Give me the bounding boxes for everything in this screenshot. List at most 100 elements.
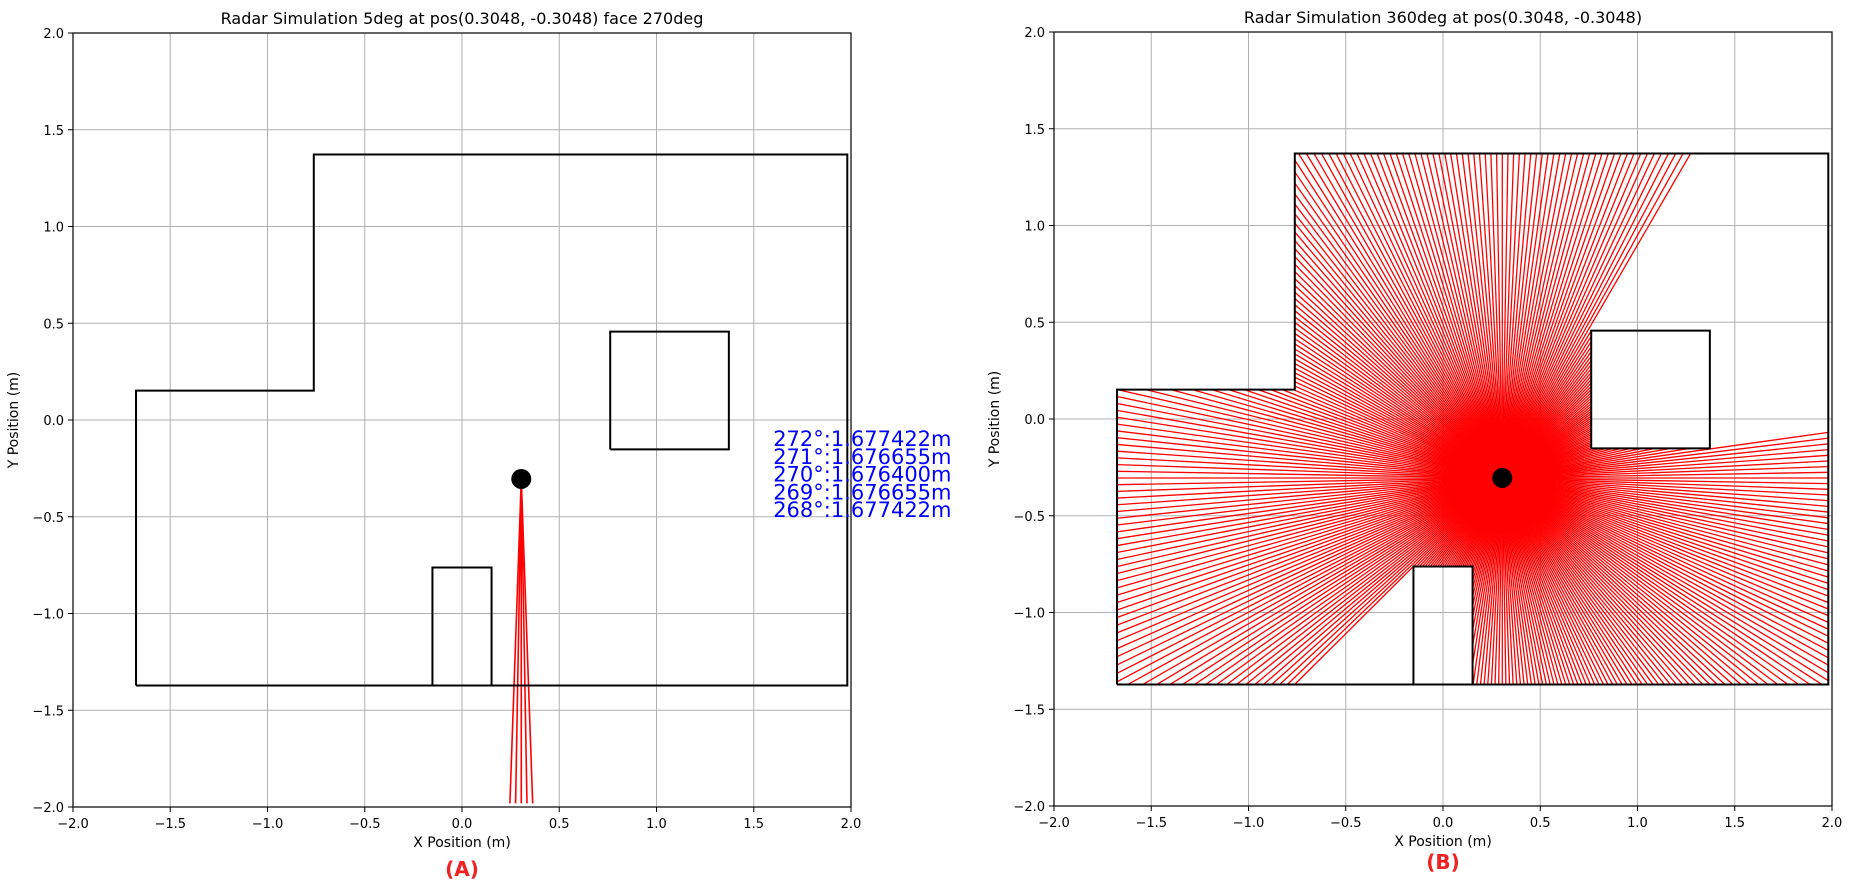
radar-ray xyxy=(1501,477,1704,685)
obstacle-2 xyxy=(431,566,493,686)
radar-ray xyxy=(1294,353,1503,479)
radar-ray xyxy=(1502,477,1829,578)
radar-ray xyxy=(1116,416,1503,479)
radar-ray xyxy=(1502,477,1829,584)
radar-ray xyxy=(1116,443,1503,479)
radar-ray xyxy=(1294,321,1503,479)
radar-ray xyxy=(1117,388,1503,479)
radar-ray xyxy=(1501,153,1543,479)
radar-ray xyxy=(1502,477,1829,560)
radar-ray xyxy=(1501,153,1573,479)
radar-marker xyxy=(511,468,532,489)
x-tick-label: −1.5 xyxy=(154,817,186,832)
chart-title: Radar Simulation 360deg at pos(0.3048, -… xyxy=(1244,8,1642,27)
radar-ray xyxy=(1116,477,1503,519)
radar-ray xyxy=(1116,409,1503,479)
radar-ray xyxy=(1294,278,1503,479)
radar-ray xyxy=(1501,153,1538,479)
x-tick-label: 1.0 xyxy=(646,817,667,832)
radar-ray xyxy=(1501,477,1591,685)
radar-ray xyxy=(1501,153,1561,479)
radar-ray xyxy=(1401,153,1503,479)
radar-ray xyxy=(1502,477,1829,508)
radar-ray xyxy=(1502,477,1829,513)
radar-ray xyxy=(1501,477,1677,685)
radar-ray xyxy=(1116,477,1503,596)
radar-ray xyxy=(1467,153,1503,479)
x-tick-label: −1.5 xyxy=(1135,816,1167,831)
radar-ray xyxy=(1294,304,1503,479)
x-tick-label: 1.0 xyxy=(1627,816,1648,831)
y-tick-label: 0.5 xyxy=(43,317,64,332)
chart-title: Radar Simulation 5deg at pos(0.3048, -0.… xyxy=(221,9,704,28)
radar-ray xyxy=(1116,477,1503,554)
radar-ray xyxy=(1294,367,1503,479)
x-tick-label: −2.0 xyxy=(57,817,89,832)
y-tick-label: −2.0 xyxy=(1013,800,1045,815)
radar-ray xyxy=(1116,477,1503,561)
radar-ray xyxy=(1369,153,1503,479)
y-tick-label: −2.0 xyxy=(32,801,64,816)
radar-ray xyxy=(1257,388,1503,479)
y-tick-label: 0.0 xyxy=(1024,413,1045,428)
x-tick-label: 1.5 xyxy=(743,817,764,832)
radar-ray xyxy=(1501,477,1769,685)
radar-ray xyxy=(1501,477,1587,685)
radar-ray xyxy=(1294,263,1503,479)
radar-ray xyxy=(1461,153,1503,479)
radar-ray xyxy=(1116,477,1503,499)
radar-ray xyxy=(1501,153,1603,479)
radar-ray xyxy=(1501,153,1526,479)
y-axis-label: Y Position (m) xyxy=(6,372,22,470)
radar-ray xyxy=(1116,477,1503,650)
y-tick-label: −1.0 xyxy=(1013,607,1045,622)
radar-ray xyxy=(1116,477,1503,493)
radar-ray xyxy=(1116,477,1503,582)
radar-ray xyxy=(1116,477,1503,589)
radar-ray xyxy=(1501,153,1655,479)
radar-ray xyxy=(1294,248,1503,479)
radar-ray xyxy=(1342,153,1503,479)
radar-ray xyxy=(1501,477,1671,685)
radar-ray xyxy=(1116,402,1503,479)
radar-ray xyxy=(1192,388,1503,479)
radar-ray xyxy=(1501,477,1697,685)
radar-ray xyxy=(1501,153,1521,479)
radar-ray xyxy=(1420,153,1503,479)
radar-ray xyxy=(520,478,528,804)
radar-ray xyxy=(1501,477,1829,682)
radar-ray xyxy=(1501,477,1726,685)
radar-ray xyxy=(1501,477,1596,685)
radar-ray xyxy=(1501,477,1829,644)
y-tick-label: 1.5 xyxy=(1024,123,1045,138)
room-outline xyxy=(1116,152,1830,686)
x-tick-label: 0.0 xyxy=(452,817,473,832)
radar-ray xyxy=(1478,153,1503,479)
radar-ray xyxy=(1501,477,1623,685)
radar-ray xyxy=(1116,437,1503,479)
radar-ray xyxy=(1228,388,1503,479)
x-tick-label: 0.5 xyxy=(549,817,570,832)
x-tick-label: −2.0 xyxy=(1038,816,1070,831)
y-axis-label: Y Position (m) xyxy=(987,371,1003,469)
radar-ray xyxy=(1294,285,1503,479)
radar-ray xyxy=(1294,372,1503,479)
radar-ray xyxy=(1501,477,1614,685)
radar-ray xyxy=(1501,477,1829,666)
obstacle-1 xyxy=(1590,329,1711,450)
radar-ray xyxy=(1294,310,1503,479)
radar-ray xyxy=(1116,477,1503,506)
radar-ray xyxy=(1117,477,1503,486)
radar-ray xyxy=(1501,153,1567,479)
radar-marker xyxy=(1492,467,1513,488)
ray-distance-annotation: 271°:1.676655m xyxy=(773,445,951,469)
radar-ray xyxy=(1294,362,1503,479)
radar-ray xyxy=(1501,477,1789,686)
radar-ray xyxy=(1294,332,1503,479)
radar-ray xyxy=(1501,477,1605,685)
radar-ray xyxy=(1236,477,1503,685)
radar-ray xyxy=(1294,159,1503,479)
radar-ray xyxy=(1292,388,1503,479)
radar-ray xyxy=(1502,477,1829,630)
